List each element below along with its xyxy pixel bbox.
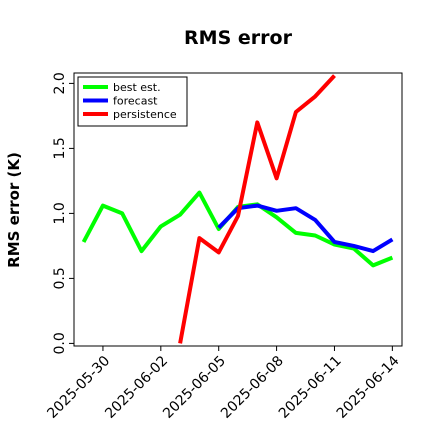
- y-tick-label: 0.5: [52, 267, 68, 289]
- y-axis-label: RMS error (K): [5, 152, 23, 268]
- x-axis: 2025-05-302025-06-022025-06-052025-06-08…: [44, 346, 403, 422]
- series-line-forecast: [217, 203, 394, 254]
- y-axis: 0.0 0.5 1.0 1.5 2.0: [52, 72, 74, 355]
- y-tick-label: 1.5: [52, 137, 68, 159]
- series-line-persistence: [178, 74, 336, 344]
- plot-lines: [81, 74, 394, 344]
- y-tick-label: 2.0: [52, 72, 68, 94]
- legend-label: persistence: [113, 108, 177, 121]
- legend-label: forecast: [113, 94, 158, 107]
- chart-title: RMS error: [184, 27, 293, 49]
- plot-frame: [73, 72, 403, 347]
- y-tick-label: 0.0: [52, 332, 68, 354]
- legend-label: best est.: [113, 81, 161, 94]
- y-tick-label: 1.0: [52, 202, 68, 224]
- series-line-best-est-: [81, 190, 394, 268]
- x-tick-label: 2025-06-14: [334, 353, 403, 422]
